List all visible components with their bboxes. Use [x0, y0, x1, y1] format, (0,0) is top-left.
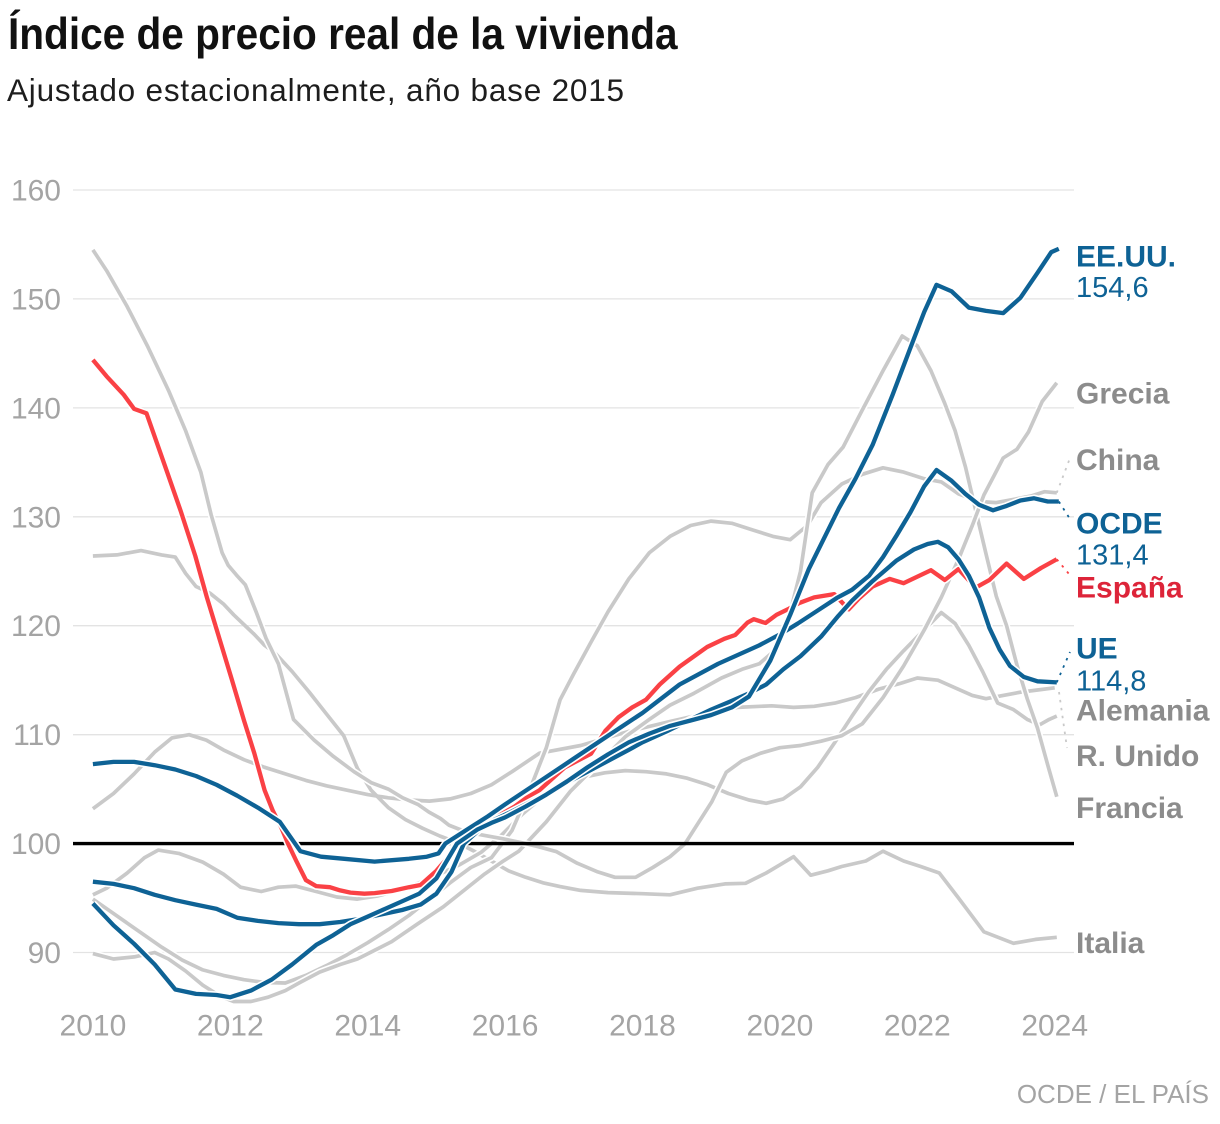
- svg-text:2010: 2010: [60, 1010, 127, 1043]
- svg-text:UE: UE: [1076, 633, 1118, 666]
- svg-text:110: 110: [13, 719, 61, 752]
- svg-text:OCDE / EL PAÍS: OCDE / EL PAÍS: [1017, 1079, 1209, 1109]
- svg-text:130: 130: [11, 501, 61, 534]
- svg-text:R. Unido: R. Unido: [1076, 740, 1199, 773]
- svg-text:2018: 2018: [609, 1010, 676, 1043]
- svg-text:90: 90: [28, 937, 61, 970]
- svg-text:120: 120: [11, 610, 61, 643]
- svg-text:2020: 2020: [747, 1010, 814, 1043]
- svg-text:2022: 2022: [884, 1010, 951, 1043]
- svg-text:2024: 2024: [1021, 1010, 1088, 1043]
- svg-text:Italia: Italia: [1076, 927, 1145, 960]
- svg-text:100: 100: [11, 828, 61, 861]
- svg-text:China: China: [1076, 444, 1160, 477]
- svg-text:Alemania: Alemania: [1076, 695, 1210, 728]
- svg-text:OCDE: OCDE: [1076, 508, 1163, 541]
- svg-text:España: España: [1076, 572, 1183, 605]
- svg-text:Grecia: Grecia: [1076, 378, 1170, 411]
- svg-text:Francia: Francia: [1076, 792, 1183, 825]
- svg-text:160: 160: [11, 175, 61, 208]
- svg-text:154,6: 154,6: [1076, 272, 1149, 304]
- svg-text:EE.UU.: EE.UU.: [1076, 241, 1176, 274]
- svg-text:2016: 2016: [472, 1010, 539, 1043]
- svg-text:2012: 2012: [197, 1010, 264, 1043]
- svg-text:140: 140: [11, 392, 61, 425]
- svg-text:150: 150: [11, 283, 61, 316]
- svg-text:2014: 2014: [334, 1010, 401, 1043]
- svg-text:131,4: 131,4: [1076, 540, 1149, 572]
- svg-text:114,8: 114,8: [1076, 666, 1146, 698]
